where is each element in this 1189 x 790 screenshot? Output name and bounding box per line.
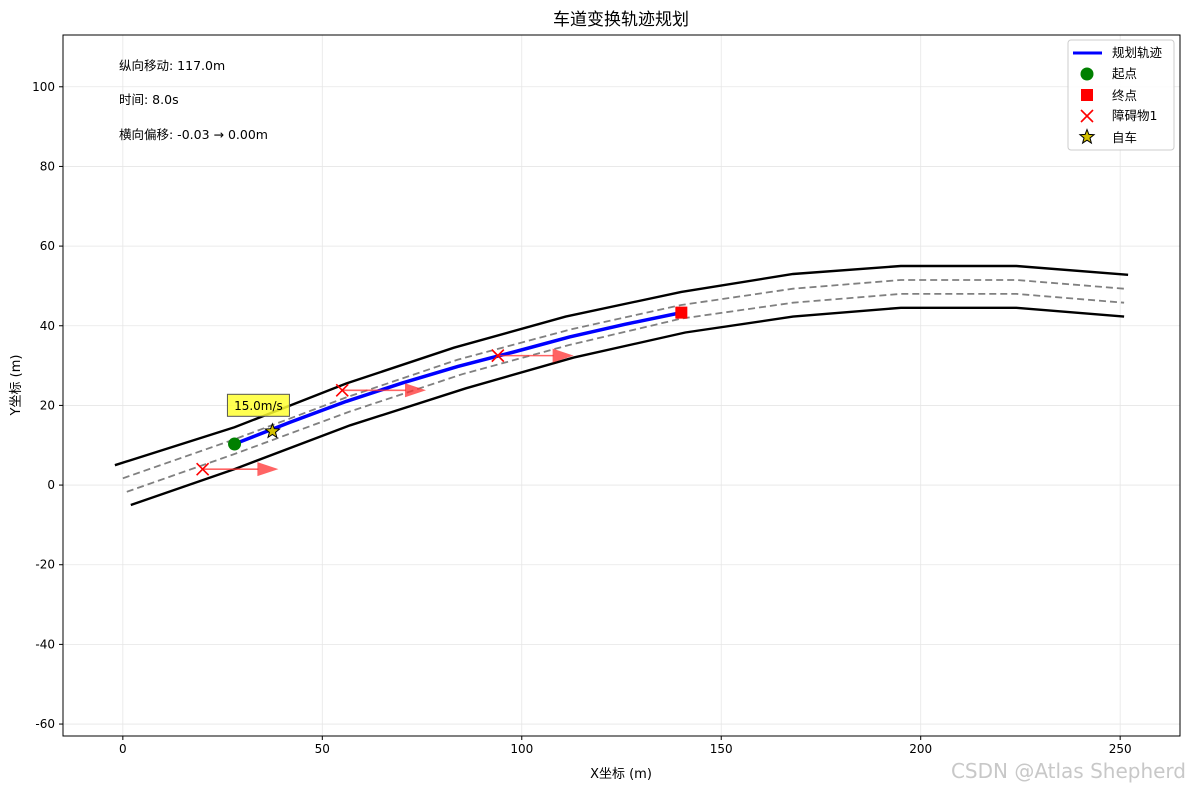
road-boundary-right: [130, 306, 1125, 507]
speed-label: 15.0m/s: [234, 399, 283, 413]
y-tick-label: 20: [40, 398, 55, 412]
road: [114, 264, 1129, 507]
x-axis-label: X坐标 (m): [590, 767, 652, 782]
watermark: CSDN @Atlas Shepherd: [951, 759, 1186, 783]
planned-trajectory-line: [232, 310, 684, 446]
x-tick-label: 100: [510, 742, 533, 756]
axis-ticks: 0 50 100 150 200 250 -60 -40 -20 0 20 40 60 80 100: [32, 80, 1132, 756]
obstacle-velocity-arrow-head: [257, 462, 279, 477]
y-tick-label: 40: [40, 319, 55, 333]
legend-obstacle-label: 障碍物1: [1112, 108, 1157, 123]
legend: 规划轨迹 起点 终点 障碍物1 自车: [1067, 39, 1175, 151]
trajectory-layer: [232, 310, 684, 446]
info-lateral: 横向偏移: -0.03 → 0.00m: [119, 127, 268, 142]
x-tick-label: 50: [315, 742, 330, 756]
legend-box: [1067, 39, 1175, 151]
lane-line-left: [122, 279, 1125, 480]
y-tick-label: -20: [35, 558, 55, 572]
x-tick-label: 250: [1109, 742, 1132, 756]
markers-layer: 15.0m/s: [196, 306, 688, 477]
obstacle-marker: [335, 383, 349, 397]
y-tick-label: 100: [32, 80, 55, 94]
legend-trajectory-label: 规划轨迹: [1112, 45, 1163, 60]
x-tick-label: 150: [710, 742, 733, 756]
y-tick-label: -40: [35, 637, 55, 651]
x-tick-label: 0: [119, 742, 127, 756]
plot-area: [63, 35, 1180, 736]
obstacle-marker: [196, 462, 210, 476]
y-tick-label: 60: [40, 239, 55, 253]
road-boundary-left: [114, 264, 1129, 467]
legend-end-label: 终点: [1112, 88, 1137, 103]
info-time: 时间: 8.0s: [119, 92, 179, 107]
obstacle-marker: [491, 349, 505, 363]
legend-ego-label: 自车: [1112, 130, 1137, 145]
plot-frame: [62, 34, 1181, 737]
legend-start-swatch: [1080, 67, 1094, 81]
y-tick-label: 0: [47, 478, 55, 492]
obstacle-velocity-arrow-head: [405, 383, 427, 398]
x-tick-label: 200: [909, 742, 932, 756]
obstacle-velocity-arrow-head: [552, 348, 574, 363]
chart-title: 车道变换轨迹规划: [553, 10, 689, 30]
y-axis-label: Y坐标 (m): [9, 355, 24, 417]
legend-ego-swatch: [1078, 128, 1096, 145]
start-point-marker: [228, 437, 242, 451]
speed-label-box: [226, 393, 290, 417]
info-longitudinal: 纵向移动: 117.0m: [119, 58, 225, 73]
ego-vehicle-marker: [263, 422, 281, 439]
y-tick-label: 80: [40, 159, 55, 173]
legend-start-label: 起点: [1112, 66, 1137, 81]
legend-end-swatch: [1081, 89, 1093, 101]
lane-line-right: [126, 292, 1125, 493]
end-point-marker: [675, 306, 688, 319]
y-tick-label: -60: [35, 717, 55, 731]
legend-obstacle-swatch: [1080, 109, 1094, 123]
